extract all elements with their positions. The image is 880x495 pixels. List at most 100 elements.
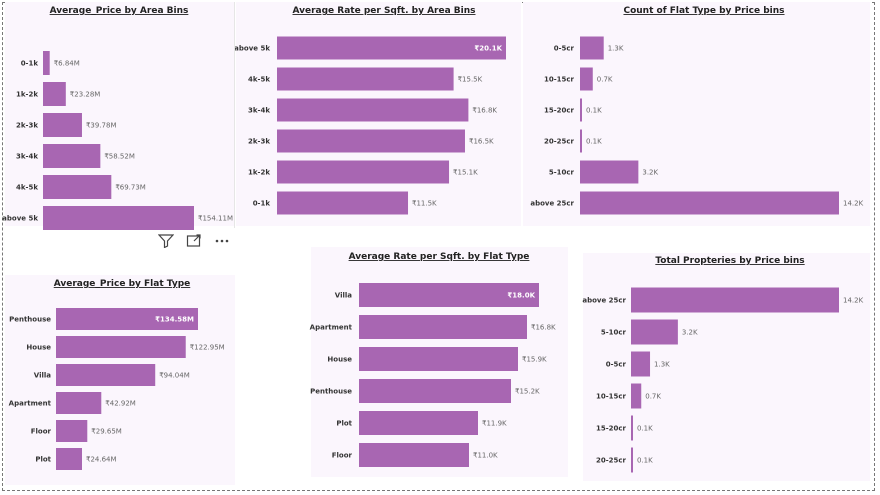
data-label: ₹11.5K — [412, 200, 437, 208]
bar-3k-4k[interactable] — [277, 98, 469, 122]
panel-avg-rate-flat[interactable]: Average Rate per Sqft. by Flat Type Villa… — [310, 247, 568, 477]
category-label: 10-15cr — [596, 393, 627, 401]
data-label: ₹20.1K — [474, 45, 502, 53]
data-label: ₹29.65M — [91, 428, 122, 436]
chart-count-flat-price: Count of Flat Type by Price bins 0-5cr 1.3… — [530, 6, 864, 215]
data-label: 0.1K — [586, 107, 602, 115]
chart-avg-rate-flat: Average Rate per Sqft. by Flat Type Villa… — [310, 252, 556, 467]
category-label: 20-25cr — [544, 138, 575, 146]
data-label: 14.2K — [843, 200, 864, 208]
data-label: ₹15.2K — [515, 388, 540, 396]
bar-house[interactable] — [359, 347, 518, 371]
bar-2k-3k[interactable] — [43, 113, 82, 137]
category-label: Plot — [336, 420, 352, 428]
chart-title: Average_Price by Area Bins — [50, 6, 189, 16]
panel-avg-price-area[interactable]: Average_Price by Area Bins 0-1k ₹6.84M 1k-2… — [2, 2, 234, 230]
category-label: 0-1k — [21, 60, 39, 68]
bar-3k-4k[interactable] — [43, 144, 101, 168]
data-label: 3.2K — [642, 169, 658, 177]
category-label: Floor — [31, 428, 52, 436]
chart-avg-price-area: Average_Price by Area Bins 0-1k ₹6.84M 1k-2… — [2, 6, 233, 230]
bar-5-10cr[interactable] — [580, 160, 639, 184]
bar-10-15cr[interactable] — [580, 67, 593, 91]
data-label: ₹39.78M — [86, 122, 117, 130]
bar-4k-5k[interactable] — [277, 67, 454, 91]
bar-villa[interactable] — [359, 283, 539, 307]
category-label: Penthouse — [310, 388, 352, 396]
bar-plot[interactable] — [56, 448, 82, 470]
chart-title: Total Propteries by Price bins — [655, 256, 804, 266]
data-label: 1.3K — [608, 45, 624, 53]
more-options-icon[interactable] — [213, 233, 231, 249]
bar-5-10cr[interactable] — [631, 319, 678, 345]
category-label: 1k-2k — [16, 91, 38, 99]
data-label: 3.2K — [682, 329, 698, 337]
data-label: 1.3K — [654, 361, 670, 369]
panel-avg-price-flat[interactable]: Average_Price by Flat Type Penthouse ₹134.… — [5, 275, 235, 485]
category-label: Plot — [35, 456, 51, 464]
bar-2k-3k[interactable] — [277, 129, 465, 153]
category-label: 4k-5k — [16, 184, 38, 192]
focus-mode-icon[interactable] — [185, 233, 203, 249]
category-label: Penthouse — [9, 316, 51, 324]
bar-15-20cr[interactable] — [631, 415, 633, 441]
data-label: ₹94.04M — [159, 372, 190, 380]
bar-penthouse[interactable] — [56, 308, 198, 330]
category-label: Villa — [34, 372, 51, 380]
bar-1k-2k[interactable] — [43, 82, 66, 106]
bar-0-5cr[interactable] — [580, 36, 604, 60]
bar-villa[interactable] — [56, 364, 156, 386]
category-label: above 5k — [2, 215, 38, 223]
category-label: 0-5cr — [554, 45, 575, 53]
data-label: ₹69.73M — [115, 184, 146, 192]
data-label: ₹23.28M — [70, 91, 101, 99]
filter-icon[interactable] — [157, 233, 175, 249]
panel-avg-rate-area[interactable]: Average Rate per Sqft. by Area Bins above… — [234, 2, 521, 226]
data-label: ₹11.0K — [473, 452, 498, 460]
category-label: Apartment — [310, 324, 353, 332]
bar-20-25cr[interactable] — [631, 447, 633, 473]
bar-above-25cr[interactable] — [580, 191, 839, 215]
data-label: ₹134.58M — [155, 316, 194, 324]
bar-above-25cr[interactable] — [631, 287, 839, 313]
bar-above-5k[interactable] — [277, 36, 506, 60]
category-label: above 5k — [234, 45, 270, 53]
category-label: 2k-3k — [248, 138, 270, 146]
bar-0-1k[interactable] — [277, 191, 409, 215]
chart-avg-rate-area: Average Rate per Sqft. by Area Bins above… — [234, 6, 506, 215]
data-label: 0.1K — [586, 138, 602, 146]
bar-0-1k[interactable] — [43, 51, 50, 75]
bar-20-25cr[interactable] — [580, 129, 582, 153]
category-label: 1k-2k — [248, 169, 270, 177]
bar-4k-5k[interactable] — [43, 175, 112, 199]
data-label: ₹16.8K — [472, 107, 497, 115]
bar-plot[interactable] — [359, 411, 478, 435]
category-label: Floor — [332, 452, 353, 460]
bar-15-20cr[interactable] — [580, 98, 582, 122]
bar-floor[interactable] — [359, 443, 469, 467]
bar-penthouse[interactable] — [359, 379, 511, 403]
data-label: ₹15.9K — [522, 356, 547, 364]
bar-0-5cr[interactable] — [631, 351, 651, 377]
category-label: 20-25cr — [596, 457, 627, 465]
bar-apartment[interactable] — [359, 315, 527, 339]
data-label: 0.7K — [597, 76, 613, 84]
category-label: 15-20cr — [544, 107, 575, 115]
panel-total-props-price[interactable]: Total Propteries by Price bins above 25cr… — [582, 253, 870, 481]
bar-above-5k[interactable] — [43, 206, 194, 230]
data-label: ₹16.5K — [469, 138, 494, 146]
data-label: ₹58.52M — [104, 153, 135, 161]
bar-10-15cr[interactable] — [631, 383, 642, 409]
data-label: ₹15.5K — [458, 76, 483, 84]
bar-apartment[interactable] — [56, 392, 102, 414]
bar-house[interactable] — [56, 336, 186, 358]
category-label: 2k-3k — [16, 122, 38, 130]
data-label: 0.7K — [645, 393, 661, 401]
bar-1k-2k[interactable] — [277, 160, 450, 184]
category-label: 0-5cr — [606, 361, 627, 369]
category-label: Apartment — [9, 400, 52, 408]
data-label: ₹6.84M — [54, 60, 80, 68]
data-label: ₹154.11M — [198, 215, 233, 223]
panel-count-flat-price[interactable]: Count of Flat Type by Price bins 0-5cr 1.3… — [523, 2, 870, 226]
bar-floor[interactable] — [56, 420, 88, 442]
